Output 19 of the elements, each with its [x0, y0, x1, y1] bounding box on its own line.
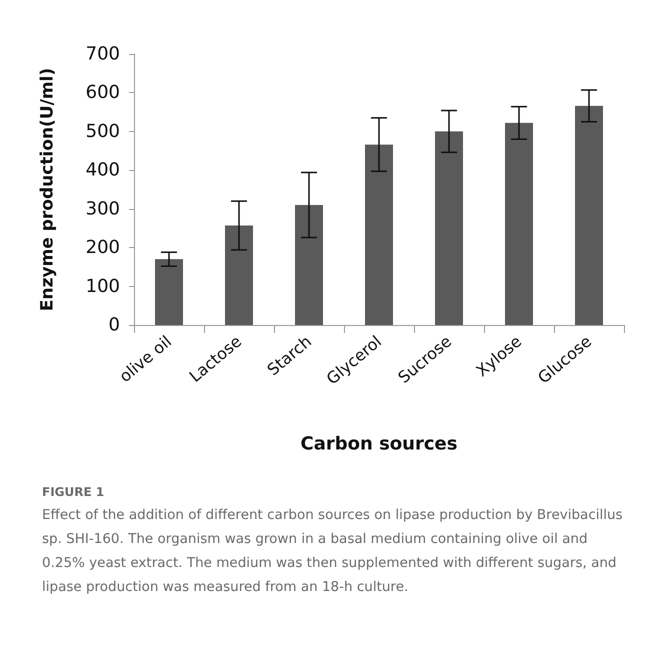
x-axis-title: Carbon sources — [300, 434, 458, 454]
y-tick-label: 100 — [86, 276, 120, 297]
y-axis-title: Enzyme production(U/ml) — [38, 68, 58, 312]
bar — [295, 204, 323, 325]
y-tick-label: 200 — [86, 237, 120, 258]
bar — [155, 259, 183, 325]
bar — [225, 226, 253, 325]
caption: FIGURE 1 — [42, 485, 106, 499]
bar — [505, 122, 533, 325]
y-tick-label: 400 — [86, 160, 120, 181]
y-tick-label: 300 — [86, 198, 120, 220]
bar — [575, 106, 603, 325]
text: Effect of the addition of different carbon sources on lipase production by Brevibacillus sp. SHI-160. The organism was grown in a basal medium containing olive oil and 0.25% yeast extract. The medium was then supplemented with different sugars, and lipase production was measured from an 18-h culture. — [42, 506, 624, 597]
y-tick-label: 600 — [86, 82, 120, 104]
y-tick-label: 500 — [86, 120, 120, 142]
bar — [435, 131, 463, 325]
y-tick-label: 700 — [86, 44, 120, 64]
y-tick-label: 0 — [108, 314, 120, 336]
bar — [365, 144, 393, 325]
